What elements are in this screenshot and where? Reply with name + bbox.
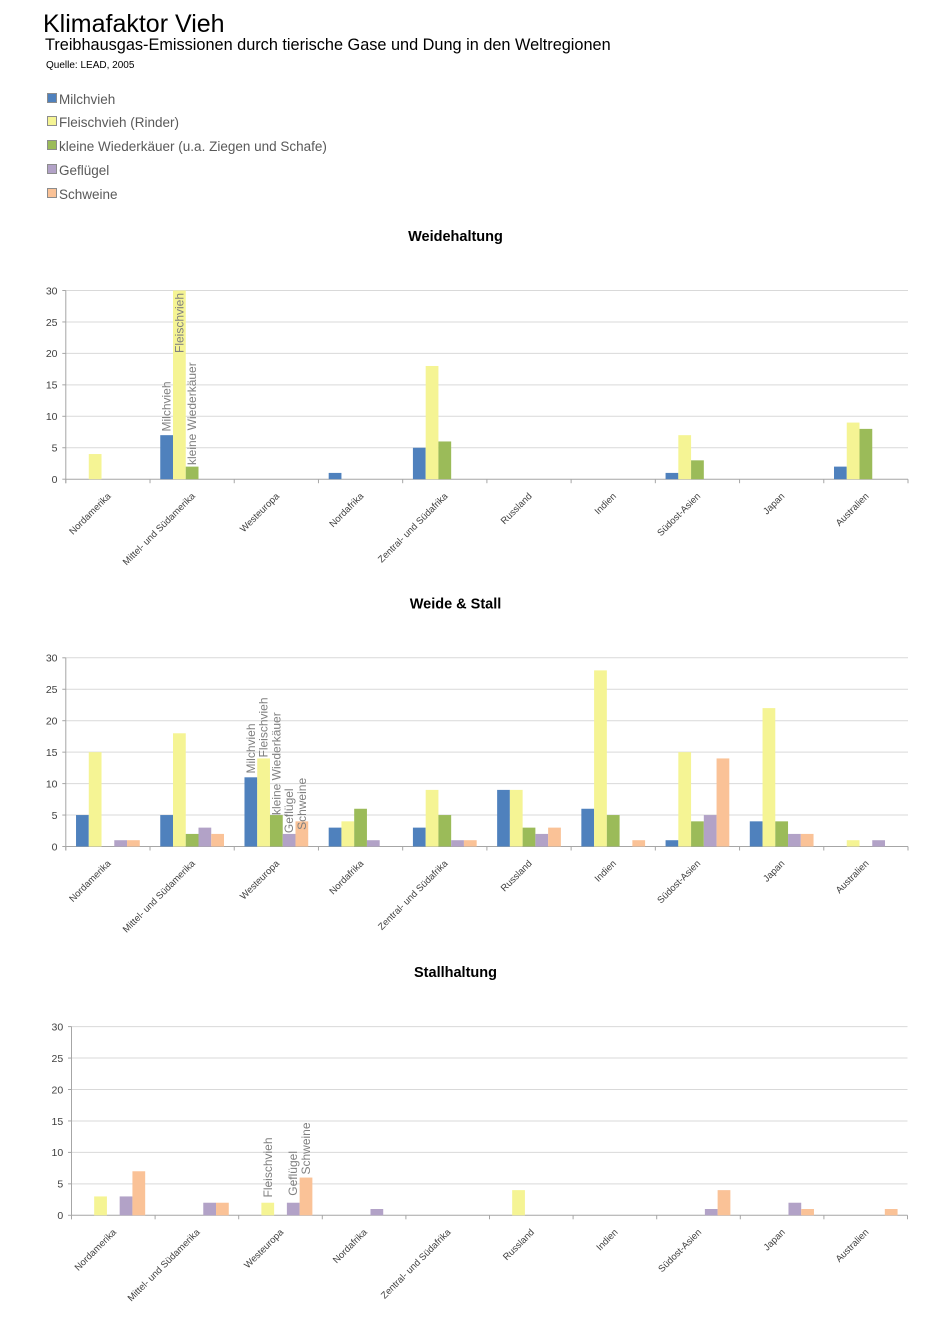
svg-text:20: 20: [46, 716, 58, 728]
svg-text:Nordamerika: Nordamerika: [73, 1227, 120, 1274]
svg-text:Zentral- und Südafrika: Zentral- und Südafrika: [376, 858, 451, 933]
svg-text:Australien: Australien: [834, 1227, 872, 1265]
svg-text:Australien: Australien: [834, 491, 872, 529]
svg-text:Weidehaltung: Weidehaltung: [408, 229, 503, 245]
svg-text:Milchvieh: Milchvieh: [160, 381, 174, 431]
svg-text:30: 30: [46, 653, 58, 665]
svg-text:Nordafrika: Nordafrika: [331, 1227, 370, 1266]
svg-text:Japan: Japan: [761, 858, 787, 884]
svg-text:Japan: Japan: [761, 491, 787, 517]
svg-text:kleine Wiederkäuer: kleine Wiederkäuer: [269, 712, 283, 815]
svg-text:Nordamerika: Nordamerika: [67, 491, 114, 538]
svg-text:Fleischvieh: Fleischvieh: [261, 1137, 275, 1197]
svg-text:Südost-Asien: Südost-Asien: [656, 1227, 704, 1275]
svg-text:Südost-Asien: Südost-Asien: [655, 491, 703, 539]
svg-text:Mittel- und Südamerika: Mittel- und Südamerika: [126, 1227, 203, 1304]
svg-text:Nordafrika: Nordafrika: [327, 491, 366, 530]
svg-text:Indien: Indien: [594, 1227, 620, 1253]
svg-text:Russland: Russland: [501, 1227, 537, 1263]
svg-text:20: 20: [46, 348, 58, 360]
svg-text:Milchvieh: Milchvieh: [244, 723, 258, 773]
svg-text:0: 0: [52, 841, 58, 853]
svg-text:Mittel- und Südamerika: Mittel- und Südamerika: [121, 858, 198, 935]
svg-text:15: 15: [52, 1116, 64, 1128]
svg-text:0: 0: [52, 474, 58, 486]
svg-text:Westeuropa: Westeuropa: [238, 491, 282, 535]
svg-text:5: 5: [52, 443, 58, 455]
svg-text:Nordamerika: Nordamerika: [67, 858, 114, 905]
svg-text:Russland: Russland: [499, 858, 535, 894]
svg-text:25: 25: [46, 317, 58, 329]
svg-text:Geflügel: Geflügel: [286, 1151, 300, 1196]
svg-text:Schweine: Schweine: [299, 1122, 313, 1174]
svg-text:10: 10: [52, 1147, 64, 1159]
svg-text:Zentral- und Südafrika: Zentral- und Südafrika: [376, 491, 451, 566]
svg-text:Japan: Japan: [762, 1227, 788, 1253]
svg-text:30: 30: [46, 285, 58, 297]
svg-text:0: 0: [57, 1210, 63, 1222]
svg-text:Fleischvieh: Fleischvieh: [172, 293, 186, 353]
svg-text:Westeuropa: Westeuropa: [242, 1227, 286, 1271]
svg-text:Schweine: Schweine: [295, 778, 309, 830]
svg-text:Nordafrika: Nordafrika: [327, 858, 366, 897]
svg-text:25: 25: [46, 684, 58, 696]
svg-text:25: 25: [52, 1053, 64, 1065]
svg-text:Indien: Indien: [593, 858, 619, 884]
svg-text:15: 15: [46, 380, 58, 392]
svg-text:Fleischvieh: Fleischvieh: [257, 697, 271, 757]
svg-text:Südost-Asien: Südost-Asien: [655, 858, 703, 906]
svg-text:10: 10: [46, 411, 58, 423]
svg-text:Westeuropa: Westeuropa: [238, 858, 282, 902]
svg-text:5: 5: [57, 1179, 63, 1191]
svg-text:Geflügel: Geflügel: [282, 788, 296, 833]
svg-text:Russland: Russland: [499, 491, 535, 527]
svg-text:30: 30: [52, 1021, 64, 1033]
svg-text:Weide & Stall: Weide & Stall: [410, 597, 502, 613]
svg-text:Indien: Indien: [593, 491, 619, 517]
svg-text:kleine Wiederkäuer: kleine Wiederkäuer: [185, 362, 199, 465]
svg-text:15: 15: [46, 747, 58, 759]
svg-text:Stallhaltung: Stallhaltung: [414, 965, 497, 981]
svg-text:Mittel- und Südamerika: Mittel- und Südamerika: [121, 491, 198, 568]
svg-text:10: 10: [46, 778, 58, 790]
svg-text:20: 20: [52, 1084, 64, 1096]
svg-text:5: 5: [52, 810, 58, 822]
svg-text:Australien: Australien: [834, 858, 872, 896]
svg-text:Zentral- und Südafrika: Zentral- und Südafrika: [379, 1227, 454, 1302]
